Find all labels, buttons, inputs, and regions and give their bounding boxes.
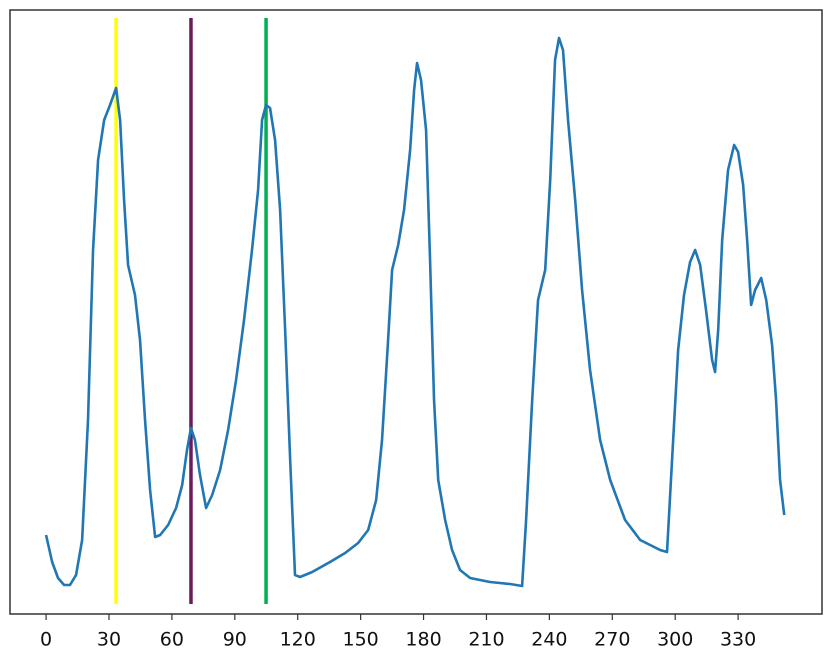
x-tick-label: 330 xyxy=(720,629,756,651)
x-tick-label: 90 xyxy=(223,629,247,651)
x-tick-label: 270 xyxy=(594,629,630,651)
x-tick-label: 150 xyxy=(343,629,379,651)
x-tick-label: 180 xyxy=(405,629,441,651)
x-tick-label: 60 xyxy=(160,629,184,651)
x-tick-label: 30 xyxy=(97,629,121,651)
x-tick-label: 210 xyxy=(468,629,504,651)
x-tick-label: 0 xyxy=(40,629,52,651)
x-tick-label: 120 xyxy=(280,629,316,651)
plot-frame xyxy=(9,9,823,615)
x-tick-label: 300 xyxy=(657,629,693,651)
data-line xyxy=(44,36,786,588)
x-tick-label: 240 xyxy=(531,629,567,651)
